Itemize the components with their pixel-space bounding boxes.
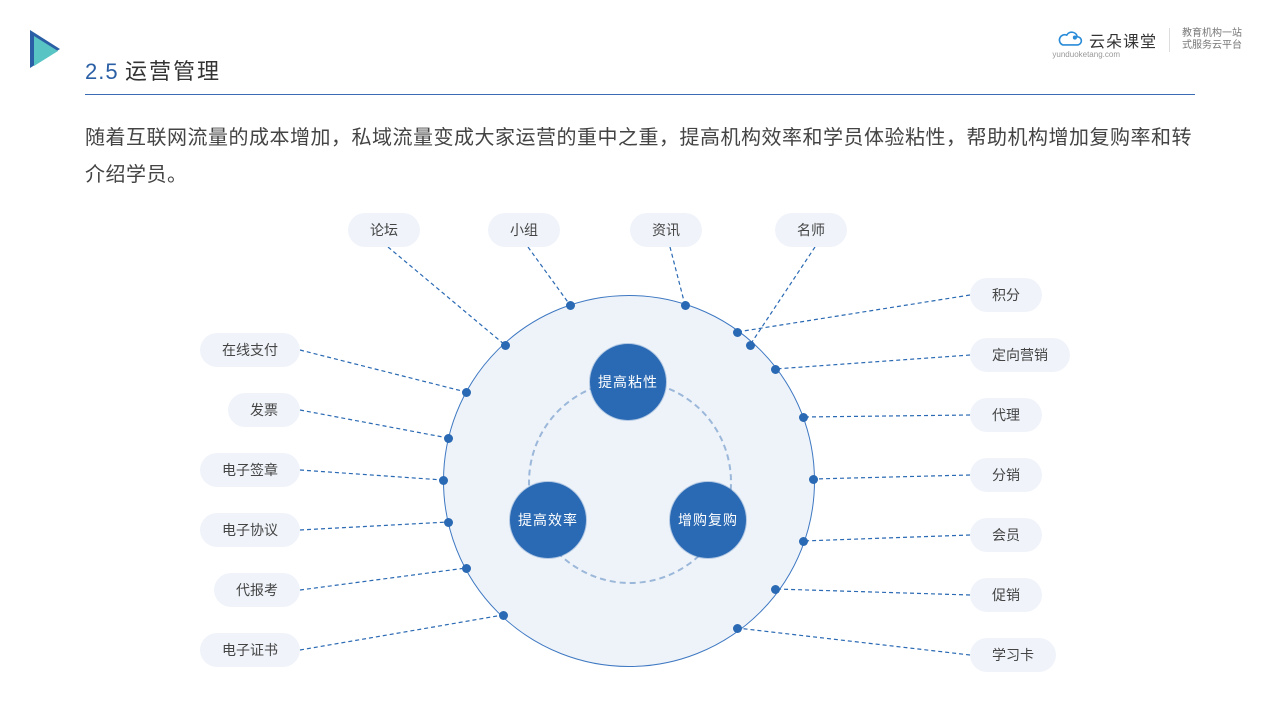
feature-pill: 分销 bbox=[970, 458, 1042, 492]
feature-pill: 促销 bbox=[970, 578, 1042, 612]
anchor-dot bbox=[809, 475, 818, 484]
feature-pill: 会员 bbox=[970, 518, 1042, 552]
section-text: 运营管理 bbox=[123, 59, 221, 84]
anchor-dot bbox=[462, 388, 471, 397]
anchor-dot bbox=[439, 476, 448, 485]
anchor-dot bbox=[501, 341, 510, 350]
anchor-dot bbox=[746, 341, 755, 350]
feature-pill: 定向营销 bbox=[970, 338, 1070, 372]
anchor-dot bbox=[462, 564, 471, 573]
feature-pill: 积分 bbox=[970, 278, 1042, 312]
section-number: 2.5 bbox=[85, 59, 119, 84]
hub-node: 增购复购 bbox=[670, 482, 746, 558]
feature-pill: 代报考 bbox=[214, 573, 300, 607]
brand-block: 云朵课堂 教育机构一站 式服务云平台 bbox=[1057, 28, 1242, 52]
anchor-dot bbox=[733, 624, 742, 633]
feature-pill: 名师 bbox=[775, 213, 847, 247]
slide-description: 随着互联网流量的成本增加，私域流量变成大家运营的重中之重，提高机构效率和学员体验… bbox=[85, 120, 1195, 194]
feature-pill: 论坛 bbox=[348, 213, 420, 247]
brand-name: 云朵课堂 bbox=[1089, 28, 1157, 52]
hub-node: 提高粘性 bbox=[590, 344, 666, 420]
feature-pill: 学习卡 bbox=[970, 638, 1056, 672]
anchor-dot bbox=[799, 413, 808, 422]
anchor-dot bbox=[771, 585, 780, 594]
anchor-dot bbox=[566, 301, 575, 310]
anchor-dot bbox=[444, 434, 453, 443]
anchor-dot bbox=[799, 537, 808, 546]
feature-pill: 电子协议 bbox=[200, 513, 300, 547]
anchor-dot bbox=[444, 518, 453, 527]
cloud-icon bbox=[1057, 30, 1083, 50]
anchor-dot bbox=[733, 328, 742, 337]
section-title: 2.5 运营管理 bbox=[85, 54, 1195, 95]
feature-pill: 在线支付 bbox=[200, 333, 300, 367]
brand-tagline: 教育机构一站 式服务云平台 bbox=[1182, 28, 1242, 52]
feature-pill: 小组 bbox=[488, 213, 560, 247]
hub-node: 提高效率 bbox=[510, 482, 586, 558]
brand-divider bbox=[1169, 28, 1170, 52]
feature-pill: 资讯 bbox=[630, 213, 702, 247]
anchor-dot bbox=[681, 301, 690, 310]
anchor-dot bbox=[499, 611, 508, 620]
slide-corner-icon bbox=[30, 30, 68, 68]
feature-pill: 电子签章 bbox=[200, 453, 300, 487]
feature-pill: 代理 bbox=[970, 398, 1042, 432]
feature-pill: 发票 bbox=[228, 393, 300, 427]
operations-diagram: 提高粘性提高效率 增购复购 论坛 小组 资讯 名师在线支付发票电子签章电子协议代报考电子证… bbox=[0, 195, 1280, 720]
brand-domain: yunduoketang.com bbox=[1052, 50, 1120, 59]
anchor-dot bbox=[771, 365, 780, 374]
feature-pill: 电子证书 bbox=[200, 633, 300, 667]
